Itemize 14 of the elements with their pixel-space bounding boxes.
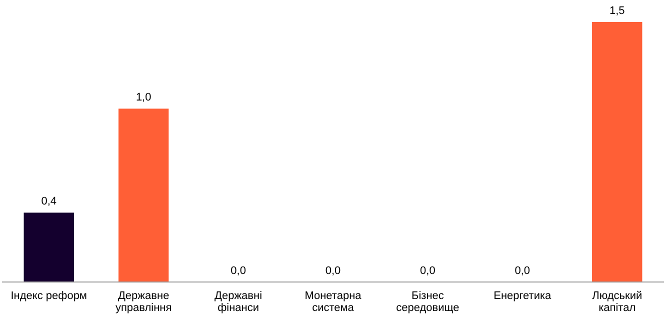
- x-tick-label: Енергетика: [494, 290, 552, 302]
- x-tick-label: Державні фінанси: [214, 290, 262, 314]
- data-label: 0,0: [514, 265, 530, 277]
- x-tick-label: Державне управління: [115, 290, 172, 314]
- data-label: 0,0: [230, 265, 246, 277]
- x-tick-label: Монетарна система: [304, 290, 362, 314]
- data-label: 0,4: [41, 196, 57, 208]
- x-tick-label: Індекс реформ: [10, 290, 88, 302]
- data-label: 0,0: [325, 265, 341, 277]
- x-tick-label: Бізнес середовище: [396, 290, 460, 314]
- data-label: 1,0: [136, 92, 152, 104]
- x-tick-label: Людський капітал: [592, 290, 642, 314]
- data-label: 1,5: [609, 5, 625, 17]
- data-label: 0,0: [420, 265, 436, 277]
